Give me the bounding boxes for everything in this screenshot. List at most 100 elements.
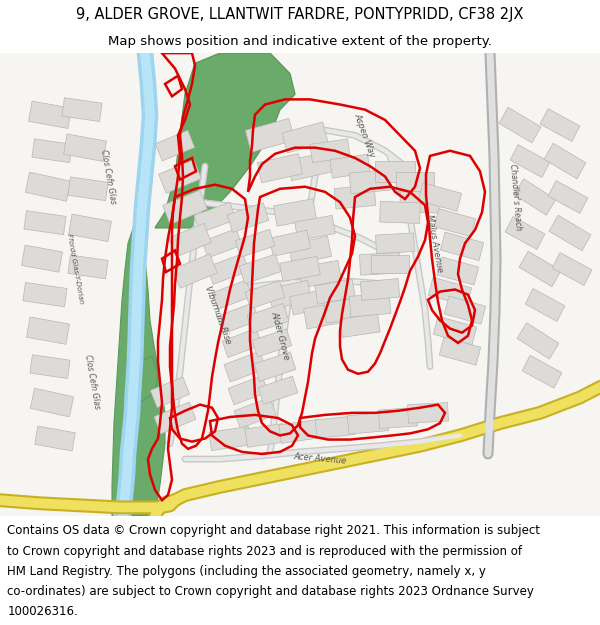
Text: Map shows position and indicative extent of the property.: Map shows position and indicative extent… <box>108 35 492 48</box>
Polygon shape <box>437 257 479 285</box>
Polygon shape <box>247 304 289 333</box>
Polygon shape <box>310 139 350 162</box>
Text: Alder Grove: Alder Grove <box>269 311 291 361</box>
Polygon shape <box>522 356 562 388</box>
Polygon shape <box>29 101 71 129</box>
Polygon shape <box>400 191 440 213</box>
Polygon shape <box>254 352 296 381</box>
Polygon shape <box>258 376 298 404</box>
Polygon shape <box>304 301 346 329</box>
Polygon shape <box>22 245 62 272</box>
Polygon shape <box>209 426 251 451</box>
Polygon shape <box>163 190 207 224</box>
Polygon shape <box>549 215 591 251</box>
Polygon shape <box>169 223 211 257</box>
Polygon shape <box>234 398 276 428</box>
Polygon shape <box>112 222 165 516</box>
Text: 100026316.: 100026316. <box>7 605 78 618</box>
Polygon shape <box>155 53 295 228</box>
Polygon shape <box>64 134 106 161</box>
Polygon shape <box>380 201 421 223</box>
Polygon shape <box>282 122 328 153</box>
Polygon shape <box>24 211 66 235</box>
Polygon shape <box>445 296 485 324</box>
Polygon shape <box>299 261 341 288</box>
Polygon shape <box>330 154 370 178</box>
Polygon shape <box>525 289 565 321</box>
Polygon shape <box>202 229 242 258</box>
Polygon shape <box>379 408 418 429</box>
Polygon shape <box>25 173 71 201</box>
Polygon shape <box>35 426 75 451</box>
Polygon shape <box>287 152 332 181</box>
Polygon shape <box>439 338 481 365</box>
Polygon shape <box>324 297 366 323</box>
Polygon shape <box>396 173 434 191</box>
Polygon shape <box>235 229 275 258</box>
Polygon shape <box>222 328 262 357</box>
Polygon shape <box>334 185 376 209</box>
Polygon shape <box>31 388 74 417</box>
Polygon shape <box>375 161 415 182</box>
Polygon shape <box>519 251 561 287</box>
Polygon shape <box>433 316 476 345</box>
Polygon shape <box>499 107 541 143</box>
Polygon shape <box>290 289 331 315</box>
Text: to Crown copyright and database rights 2023 and is reproduced with the permissio: to Crown copyright and database rights 2… <box>7 544 522 558</box>
Polygon shape <box>505 217 545 249</box>
Text: co-ordinates) are subject to Crown copyright and database rights 2023 Ordnance S: co-ordinates) are subject to Crown copyr… <box>7 585 534 598</box>
Text: HM Land Registry. The polygons (including the associated geometry, namely x, y: HM Land Registry. The polygons (includin… <box>7 565 486 578</box>
Polygon shape <box>245 281 285 309</box>
Polygon shape <box>540 109 580 141</box>
Polygon shape <box>279 419 321 443</box>
Polygon shape <box>407 402 448 423</box>
Polygon shape <box>0 53 600 516</box>
Polygon shape <box>440 232 484 261</box>
Polygon shape <box>68 214 112 241</box>
Polygon shape <box>239 254 281 284</box>
Text: Acer Avenue: Acer Avenue <box>293 452 347 466</box>
Polygon shape <box>227 202 269 232</box>
Polygon shape <box>217 303 259 334</box>
Polygon shape <box>274 199 316 226</box>
Polygon shape <box>349 169 391 194</box>
Polygon shape <box>155 130 194 161</box>
Polygon shape <box>359 253 400 275</box>
Polygon shape <box>173 254 217 288</box>
Polygon shape <box>295 216 335 241</box>
Text: Viburnum Rise: Viburnum Rise <box>203 285 233 346</box>
Polygon shape <box>544 143 586 179</box>
Polygon shape <box>280 256 320 281</box>
Text: Ffordd Glas-Y-Dorlan: Ffordd Glas-Y-Dorlan <box>66 233 84 304</box>
Polygon shape <box>245 119 295 152</box>
Polygon shape <box>30 355 70 379</box>
Polygon shape <box>428 278 472 306</box>
Polygon shape <box>349 293 391 317</box>
Polygon shape <box>252 329 292 357</box>
Text: 9, ALDER GROVE, LLANTWIT FARDRE, PONTYPRIDD, CF38 2JX: 9, ALDER GROVE, LLANTWIT FARDRE, PONTYPR… <box>76 8 524 22</box>
Polygon shape <box>23 282 67 307</box>
Polygon shape <box>360 279 400 301</box>
Text: Clos Cefn Glas: Clos Cefn Glas <box>99 149 117 204</box>
Polygon shape <box>257 154 302 182</box>
Text: Contains OS data © Crown copyright and database right 2021. This information is : Contains OS data © Crown copyright and d… <box>7 524 540 538</box>
Polygon shape <box>151 377 190 408</box>
Polygon shape <box>194 202 236 233</box>
Polygon shape <box>340 314 380 338</box>
Polygon shape <box>315 279 355 304</box>
Polygon shape <box>510 144 550 177</box>
Polygon shape <box>207 254 249 284</box>
Polygon shape <box>158 159 202 193</box>
Polygon shape <box>68 177 108 201</box>
Polygon shape <box>154 402 196 434</box>
Polygon shape <box>269 230 310 256</box>
Polygon shape <box>347 412 389 434</box>
Polygon shape <box>228 376 268 405</box>
Polygon shape <box>548 181 588 213</box>
Text: Clos Cefn Glas: Clos Cefn Glas <box>83 354 101 410</box>
Polygon shape <box>371 254 409 273</box>
Polygon shape <box>32 139 72 162</box>
Polygon shape <box>212 280 252 309</box>
Polygon shape <box>62 98 102 121</box>
Polygon shape <box>434 209 476 237</box>
